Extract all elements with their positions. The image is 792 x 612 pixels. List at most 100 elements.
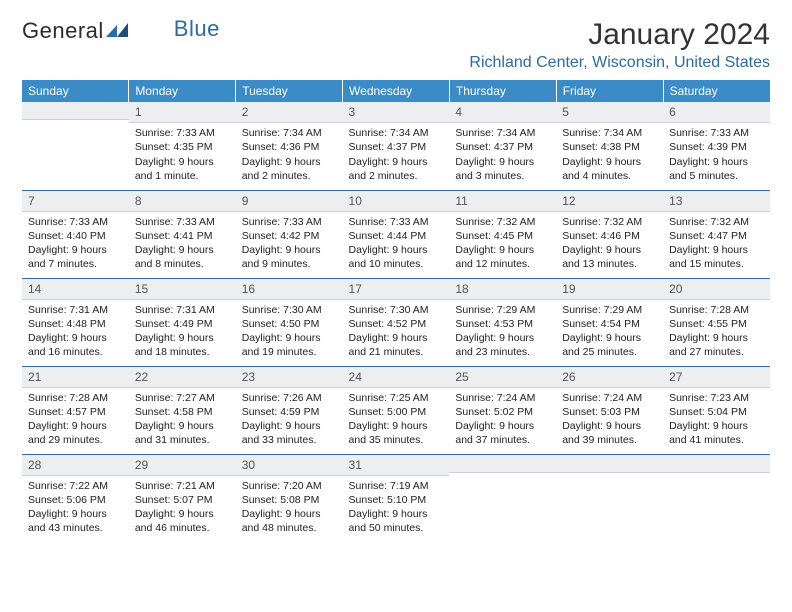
sunrise: Sunrise: 7:23 AM: [669, 391, 764, 405]
calendar-row: 1Sunrise: 7:33 AMSunset: 4:35 PMDaylight…: [22, 102, 770, 190]
day-content: Sunrise: 7:24 AMSunset: 5:03 PMDaylight:…: [556, 388, 663, 454]
sunset: Sunset: 4:38 PM: [562, 140, 657, 154]
daylight: Daylight: 9 hours and 13 minutes.: [562, 243, 657, 271]
calendar-cell: 3Sunrise: 7:34 AMSunset: 4:37 PMDaylight…: [343, 102, 450, 190]
day-number: 1: [129, 102, 236, 123]
day-number: 2: [236, 102, 343, 123]
calendar-cell: 26Sunrise: 7:24 AMSunset: 5:03 PMDayligh…: [556, 366, 663, 454]
daylight: Daylight: 9 hours and 35 minutes.: [349, 419, 444, 447]
day-content: Sunrise: 7:24 AMSunset: 5:02 PMDaylight:…: [449, 388, 556, 454]
sunset: Sunset: 5:10 PM: [349, 493, 444, 507]
calendar-cell: 21Sunrise: 7:28 AMSunset: 4:57 PMDayligh…: [22, 366, 129, 454]
sunset: Sunset: 4:54 PM: [562, 317, 657, 331]
sunrise: Sunrise: 7:34 AM: [349, 126, 444, 140]
day-content: Sunrise: 7:33 AMSunset: 4:35 PMDaylight:…: [129, 123, 236, 189]
day-content: Sunrise: 7:34 AMSunset: 4:37 PMDaylight:…: [343, 123, 450, 189]
daylight: Daylight: 9 hours and 7 minutes.: [28, 243, 123, 271]
calendar-row: 28Sunrise: 7:22 AMSunset: 5:06 PMDayligh…: [22, 454, 770, 542]
day-content: Sunrise: 7:28 AMSunset: 4:55 PMDaylight:…: [663, 300, 770, 366]
sunset: Sunset: 4:37 PM: [349, 140, 444, 154]
sunrise: Sunrise: 7:24 AM: [455, 391, 550, 405]
day-number: 20: [663, 279, 770, 300]
sunset: Sunset: 4:59 PM: [242, 405, 337, 419]
day-content: Sunrise: 7:33 AMSunset: 4:39 PMDaylight:…: [663, 123, 770, 189]
day-number: 7: [22, 191, 129, 212]
day-content: Sunrise: 7:30 AMSunset: 4:50 PMDaylight:…: [236, 300, 343, 366]
day-number: 15: [129, 279, 236, 300]
calendar-cell: 25Sunrise: 7:24 AMSunset: 5:02 PMDayligh…: [449, 366, 556, 454]
calendar-table: SundayMondayTuesdayWednesdayThursdayFrid…: [22, 80, 770, 542]
sunset: Sunset: 4:35 PM: [135, 140, 230, 154]
sunset: Sunset: 5:03 PM: [562, 405, 657, 419]
day-content: Sunrise: 7:32 AMSunset: 4:45 PMDaylight:…: [449, 212, 556, 278]
calendar-cell: 14Sunrise: 7:31 AMSunset: 4:48 PMDayligh…: [22, 278, 129, 366]
calendar-cell: 31Sunrise: 7:19 AMSunset: 5:10 PMDayligh…: [343, 454, 450, 542]
daylight: Daylight: 9 hours and 27 minutes.: [669, 331, 764, 359]
day-content: Sunrise: 7:32 AMSunset: 4:46 PMDaylight:…: [556, 212, 663, 278]
daylight: Daylight: 9 hours and 2 minutes.: [242, 155, 337, 183]
day-number: 26: [556, 367, 663, 388]
page-title: January 2024: [469, 18, 770, 52]
day-number: 13: [663, 191, 770, 212]
sunset: Sunset: 5:02 PM: [455, 405, 550, 419]
day-content: Sunrise: 7:29 AMSunset: 4:53 PMDaylight:…: [449, 300, 556, 366]
location: Richland Center, Wisconsin, United State…: [469, 54, 770, 72]
sunrise: Sunrise: 7:28 AM: [669, 303, 764, 317]
day-number: 9: [236, 191, 343, 212]
day-number-empty: [556, 455, 663, 473]
calendar-body: 1Sunrise: 7:33 AMSunset: 4:35 PMDaylight…: [22, 102, 770, 542]
daylight: Daylight: 9 hours and 5 minutes.: [669, 155, 764, 183]
day-number: 14: [22, 279, 129, 300]
day-content: Sunrise: 7:33 AMSunset: 4:42 PMDaylight:…: [236, 212, 343, 278]
sunset: Sunset: 4:41 PM: [135, 229, 230, 243]
day-number: 17: [343, 279, 450, 300]
day-number: 29: [129, 455, 236, 476]
sunrise: Sunrise: 7:19 AM: [349, 479, 444, 493]
daylight: Daylight: 9 hours and 33 minutes.: [242, 419, 337, 447]
day-content: Sunrise: 7:20 AMSunset: 5:08 PMDaylight:…: [236, 476, 343, 542]
calendar-row: 21Sunrise: 7:28 AMSunset: 4:57 PMDayligh…: [22, 366, 770, 454]
sunrise: Sunrise: 7:33 AM: [135, 215, 230, 229]
day-number: 18: [449, 279, 556, 300]
calendar-cell: 12Sunrise: 7:32 AMSunset: 4:46 PMDayligh…: [556, 190, 663, 278]
sunrise: Sunrise: 7:25 AM: [349, 391, 444, 405]
daylight: Daylight: 9 hours and 41 minutes.: [669, 419, 764, 447]
day-number: 31: [343, 455, 450, 476]
daylight: Daylight: 9 hours and 46 minutes.: [135, 507, 230, 535]
sunset: Sunset: 4:53 PM: [455, 317, 550, 331]
daylight: Daylight: 9 hours and 9 minutes.: [242, 243, 337, 271]
day-number: 16: [236, 279, 343, 300]
calendar-cell: 30Sunrise: 7:20 AMSunset: 5:08 PMDayligh…: [236, 454, 343, 542]
day-number: 24: [343, 367, 450, 388]
sunrise: Sunrise: 7:26 AM: [242, 391, 337, 405]
day-content: Sunrise: 7:23 AMSunset: 5:04 PMDaylight:…: [663, 388, 770, 454]
sunrise: Sunrise: 7:29 AM: [562, 303, 657, 317]
daylight: Daylight: 9 hours and 18 minutes.: [135, 331, 230, 359]
sunrise: Sunrise: 7:34 AM: [242, 126, 337, 140]
sunrise: Sunrise: 7:31 AM: [135, 303, 230, 317]
calendar-cell: 10Sunrise: 7:33 AMSunset: 4:44 PMDayligh…: [343, 190, 450, 278]
weekday-header: Tuesday: [236, 80, 343, 102]
calendar-cell: 7Sunrise: 7:33 AMSunset: 4:40 PMDaylight…: [22, 190, 129, 278]
day-content: Sunrise: 7:27 AMSunset: 4:58 PMDaylight:…: [129, 388, 236, 454]
daylight: Daylight: 9 hours and 29 minutes.: [28, 419, 123, 447]
sunset: Sunset: 4:44 PM: [349, 229, 444, 243]
sunset: Sunset: 4:49 PM: [135, 317, 230, 331]
sunset: Sunset: 4:50 PM: [242, 317, 337, 331]
sunset: Sunset: 4:37 PM: [455, 140, 550, 154]
daylight: Daylight: 9 hours and 2 minutes.: [349, 155, 444, 183]
weekday-header: Sunday: [22, 80, 129, 102]
day-number: 11: [449, 191, 556, 212]
daylight: Daylight: 9 hours and 10 minutes.: [349, 243, 444, 271]
day-number: 23: [236, 367, 343, 388]
calendar-cell: [663, 454, 770, 542]
calendar-cell: [22, 102, 129, 190]
sunset: Sunset: 5:04 PM: [669, 405, 764, 419]
sunrise: Sunrise: 7:32 AM: [455, 215, 550, 229]
calendar-cell: 5Sunrise: 7:34 AMSunset: 4:38 PMDaylight…: [556, 102, 663, 190]
calendar-cell: 9Sunrise: 7:33 AMSunset: 4:42 PMDaylight…: [236, 190, 343, 278]
day-number-empty: [663, 455, 770, 473]
calendar-cell: 11Sunrise: 7:32 AMSunset: 4:45 PMDayligh…: [449, 190, 556, 278]
daylight: Daylight: 9 hours and 48 minutes.: [242, 507, 337, 535]
sunset: Sunset: 4:47 PM: [669, 229, 764, 243]
